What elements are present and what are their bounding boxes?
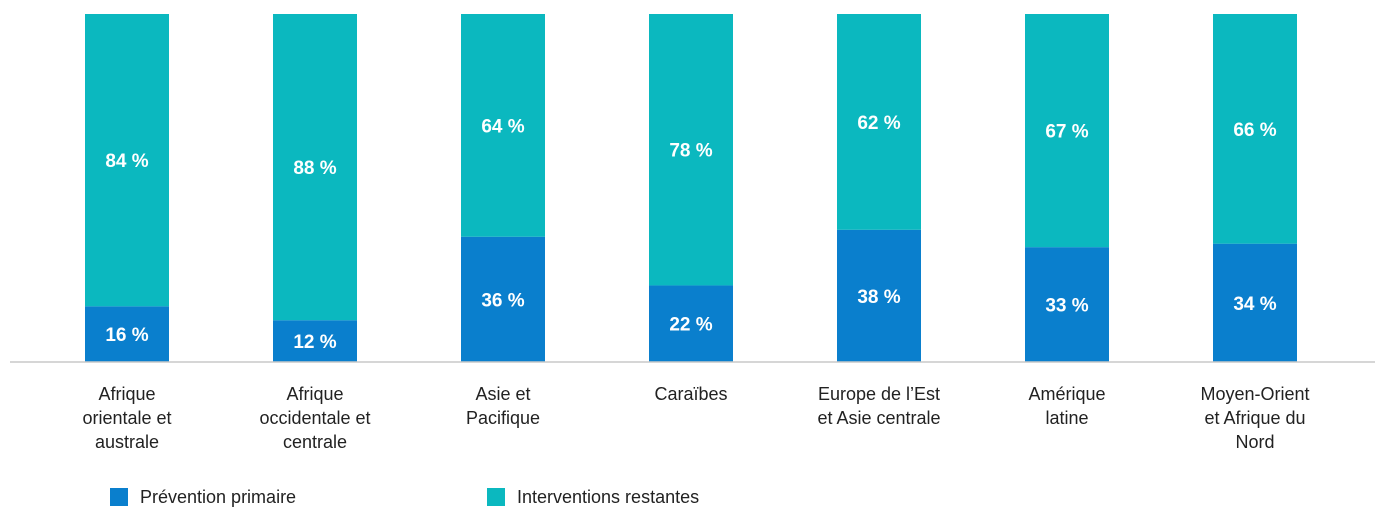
value-label: 88 % (293, 158, 336, 179)
legend-label: Prévention primaire (140, 487, 296, 507)
value-label: 84 % (105, 151, 148, 172)
bar-segment (837, 14, 921, 230)
bar-segment (649, 14, 733, 286)
value-label: 67 % (1045, 122, 1088, 143)
bar-segment (273, 320, 357, 362)
category-label: Afrique occidentale et centrale (259, 384, 370, 452)
category-label: Moyen-Orient et Afrique du Nord (1200, 384, 1309, 452)
category-label: Asie et Pacifique (466, 384, 540, 428)
value-label: 66 % (1233, 120, 1276, 141)
value-label: 22 % (669, 315, 712, 336)
value-label: 34 % (1233, 294, 1276, 315)
value-label: 33 % (1045, 296, 1088, 317)
bar-segment (85, 306, 169, 362)
category-label: Afrique orientale et australe (82, 384, 171, 452)
value-label: 38 % (857, 287, 900, 308)
category-label: Caraïbes (654, 384, 727, 404)
value-label: 78 % (669, 141, 712, 162)
value-label: 36 % (481, 290, 524, 311)
bar-segment (649, 285, 733, 362)
bar-segment (273, 14, 357, 321)
value-label: 64 % (481, 116, 524, 137)
bar-segment (461, 236, 545, 362)
bar-segment (837, 229, 921, 362)
value-label: 12 % (293, 332, 336, 353)
bar-segment (1213, 14, 1297, 244)
bar-segment (461, 14, 545, 237)
legend-swatch (110, 488, 128, 506)
category-label: Amérique latine (1028, 384, 1105, 428)
bar-segment (1025, 14, 1109, 248)
bar-segment (85, 14, 169, 307)
category-label: Europe de l’Est et Asie centrale (817, 384, 940, 428)
value-label: 16 % (105, 325, 148, 346)
bar-segment (1025, 247, 1109, 362)
bar-segment (1213, 243, 1297, 362)
legend-label: Interventions restantes (517, 487, 699, 507)
value-label: 62 % (857, 113, 900, 134)
legend-swatch (487, 488, 505, 506)
